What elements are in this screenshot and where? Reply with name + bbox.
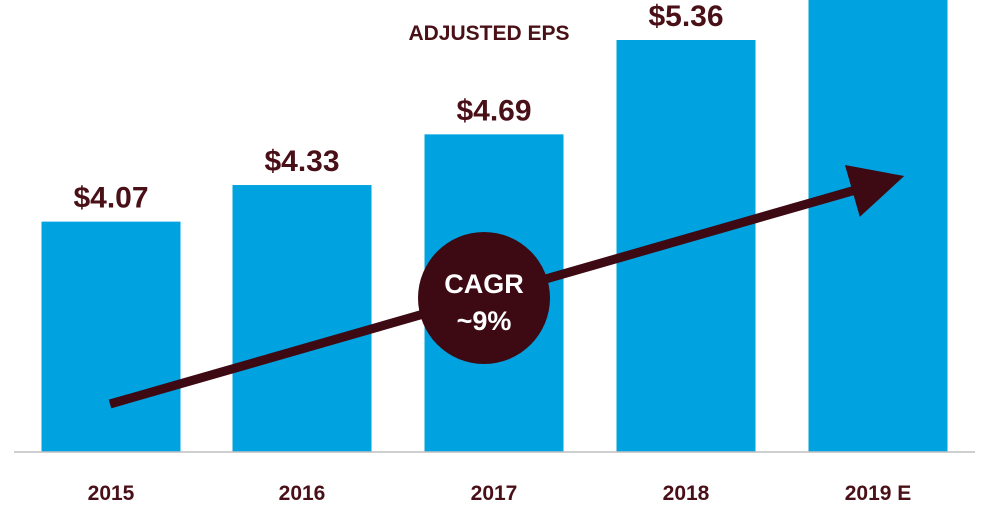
x-tick-label-2015: 2015 xyxy=(88,482,135,505)
cagr-circle xyxy=(418,232,550,364)
value-label-2018: $5.36 xyxy=(648,0,723,33)
value-label-2016: $4.33 xyxy=(264,145,339,178)
value-label-2015: $4.07 xyxy=(73,182,148,215)
bar-2019-e xyxy=(808,0,948,453)
x-tick-labels-group: 2015 2016 2017 2018 2019 E xyxy=(88,482,912,505)
bar-2015 xyxy=(41,221,181,452)
x-tick-label-2017: 2017 xyxy=(471,482,518,505)
bar-2016 xyxy=(232,185,372,452)
cagr-label: CAGR xyxy=(444,269,524,299)
x-tick-label-2019-e: 2019 E xyxy=(845,482,912,505)
bar-2018 xyxy=(616,40,756,453)
x-tick-label-2016: 2016 xyxy=(279,482,326,505)
value-label-2017: $4.69 xyxy=(456,94,531,127)
value-labels-group: $4.07$4.33$4.69$5.36$5.63 - $5.74 xyxy=(73,0,723,215)
x-tick-label-2018: 2018 xyxy=(663,482,710,505)
cagr-value: ~9% xyxy=(457,306,512,336)
bars-group xyxy=(41,0,948,453)
chart-title: ADJUSTED EPS xyxy=(408,22,569,45)
